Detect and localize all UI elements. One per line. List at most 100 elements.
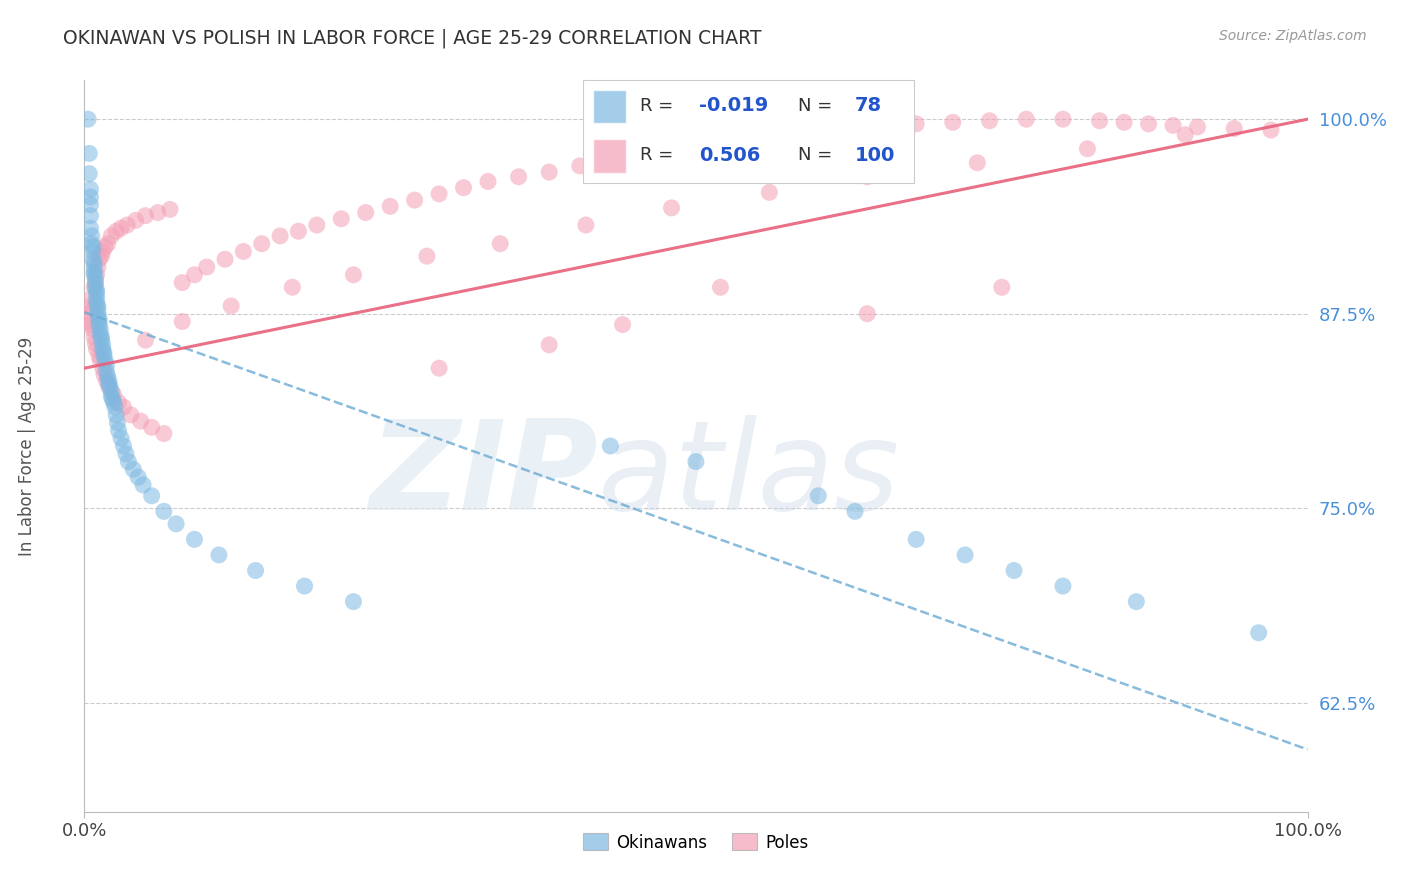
Point — [709, 280, 731, 294]
Point — [269, 228, 291, 243]
Point — [120, 408, 142, 422]
Point — [538, 338, 561, 352]
Point — [281, 280, 304, 294]
Point — [90, 330, 112, 344]
Point — [86, 291, 108, 305]
Point — [84, 276, 107, 290]
Point — [208, 548, 231, 562]
Point — [953, 548, 976, 562]
Point — [83, 265, 105, 279]
Point — [90, 249, 112, 263]
Point — [416, 249, 439, 263]
Point — [1015, 112, 1038, 127]
Point — [83, 260, 105, 274]
Text: 78: 78 — [855, 96, 882, 115]
Point — [354, 205, 377, 219]
Point — [342, 268, 364, 282]
Point — [94, 353, 117, 368]
Point — [404, 193, 426, 207]
Point — [80, 291, 103, 305]
Point — [115, 447, 138, 461]
Point — [105, 408, 128, 422]
Point — [89, 322, 111, 336]
Point — [105, 224, 128, 238]
Point — [100, 389, 122, 403]
Point — [110, 431, 132, 445]
Point — [107, 395, 129, 409]
Point — [127, 470, 149, 484]
Point — [89, 326, 111, 341]
Point — [489, 236, 512, 251]
Point — [905, 533, 928, 547]
Point — [100, 384, 122, 399]
Point — [979, 113, 1001, 128]
Point — [96, 364, 118, 378]
Point — [94, 240, 117, 254]
Point — [758, 186, 780, 200]
Point — [122, 462, 145, 476]
Point — [141, 420, 163, 434]
Point — [1161, 119, 1184, 133]
Text: Source: ZipAtlas.com: Source: ZipAtlas.com — [1219, 29, 1367, 43]
Text: ZIP: ZIP — [370, 415, 598, 536]
Point — [342, 594, 364, 608]
Point — [91, 343, 114, 357]
Point — [110, 221, 132, 235]
Point — [117, 454, 139, 468]
Point — [477, 174, 499, 188]
Point — [87, 252, 110, 267]
Point — [103, 395, 125, 409]
Point — [1137, 117, 1160, 131]
Point — [115, 218, 138, 232]
Point — [1052, 579, 1074, 593]
Point — [79, 299, 101, 313]
Point — [172, 276, 194, 290]
Point — [87, 299, 110, 313]
Point — [758, 131, 780, 145]
Text: 100: 100 — [855, 145, 894, 165]
Point — [87, 349, 110, 363]
Point — [96, 358, 118, 372]
Point — [1260, 123, 1282, 137]
Text: N =: N = — [799, 146, 838, 164]
Point — [183, 533, 205, 547]
Point — [87, 307, 110, 321]
Point — [159, 202, 181, 217]
Point — [87, 311, 110, 326]
Point — [86, 343, 108, 357]
Point — [83, 280, 105, 294]
Point — [599, 154, 621, 169]
Point — [538, 165, 561, 179]
Point — [844, 504, 866, 518]
Point — [380, 199, 402, 213]
Text: atlas: atlas — [598, 415, 900, 536]
Point — [93, 368, 115, 382]
Point — [77, 112, 100, 127]
Point — [153, 426, 176, 441]
Legend: Okinawans, Poles: Okinawans, Poles — [576, 827, 815, 858]
Point — [96, 374, 118, 388]
Point — [91, 338, 114, 352]
Point — [905, 117, 928, 131]
Point — [86, 286, 108, 301]
Point — [991, 280, 1014, 294]
Point — [685, 454, 707, 468]
Point — [135, 209, 157, 223]
Point — [86, 284, 108, 298]
Point — [79, 209, 101, 223]
Point — [219, 299, 242, 313]
Point — [112, 400, 135, 414]
Point — [86, 268, 108, 282]
Point — [146, 205, 169, 219]
Point — [250, 236, 273, 251]
Point — [84, 276, 107, 290]
Point — [97, 380, 120, 394]
Point — [82, 322, 104, 336]
Point — [132, 478, 155, 492]
Point — [568, 159, 591, 173]
Point — [100, 228, 122, 243]
Point — [232, 244, 254, 259]
Point — [153, 504, 176, 518]
Point — [661, 145, 683, 159]
Point — [831, 125, 853, 139]
